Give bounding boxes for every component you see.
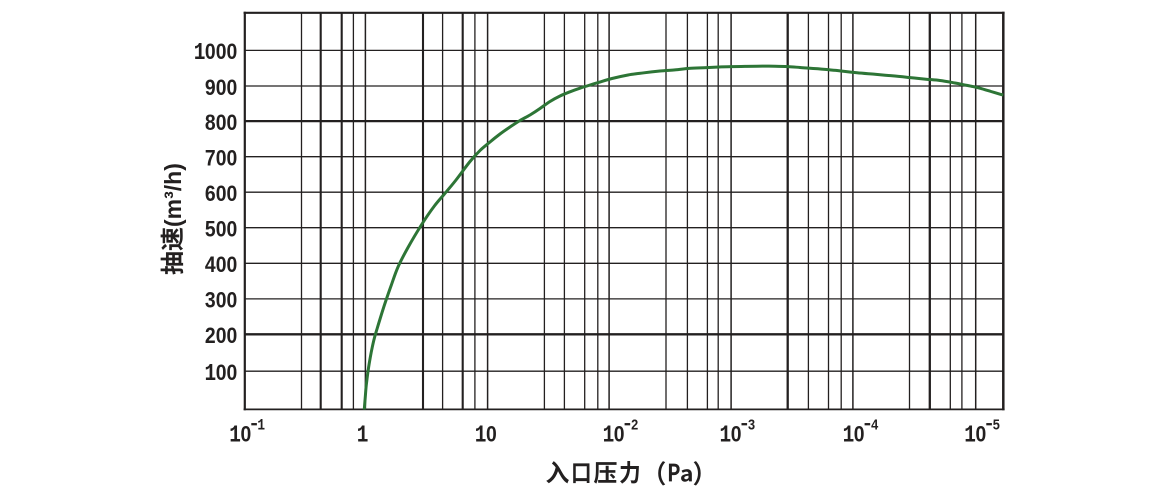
svg-text:0: 0 [216, 253, 227, 277]
svg-text:0: 0 [216, 76, 227, 100]
svg-text:0: 0 [227, 361, 238, 385]
svg-text:0: 0 [227, 324, 238, 348]
svg-text:0: 0 [227, 217, 238, 241]
svg-text:0: 0 [216, 40, 227, 64]
svg-text:0: 0 [216, 324, 227, 348]
svg-text:0: 0 [205, 40, 216, 64]
svg-text:1: 1 [843, 422, 855, 450]
svg-text:3: 3 [748, 417, 755, 433]
svg-text:5: 5 [205, 217, 216, 241]
svg-text:2: 2 [205, 324, 216, 348]
svg-text:0: 0 [614, 422, 625, 446]
svg-text:1: 1 [205, 360, 217, 388]
svg-text:0: 0 [227, 289, 238, 313]
svg-text:0: 0 [227, 253, 238, 277]
svg-text:0: 0 [227, 76, 238, 100]
svg-text:3: 3 [205, 289, 216, 313]
svg-text:1: 1 [229, 422, 241, 450]
svg-text:8: 8 [205, 111, 216, 135]
svg-text:6: 6 [205, 182, 216, 206]
svg-text:1: 1 [257, 417, 265, 435]
svg-text:1: 1 [603, 422, 615, 450]
svg-text:4: 4 [205, 253, 216, 277]
svg-text:0: 0 [227, 146, 238, 170]
svg-text:1: 1 [194, 39, 206, 67]
svg-text:0: 0 [216, 361, 227, 385]
svg-text:1: 1 [357, 422, 369, 450]
svg-text:2: 2 [631, 417, 638, 433]
svg-text:0: 0 [216, 289, 227, 313]
svg-text:0: 0 [227, 182, 238, 206]
svg-text:1: 1 [475, 422, 487, 450]
svg-text:0: 0 [241, 422, 252, 446]
svg-text:(m³/h): (m³/h) [160, 163, 186, 227]
svg-text:0: 0 [731, 422, 742, 446]
svg-text:7: 7 [205, 146, 216, 170]
svg-text:0: 0 [854, 422, 865, 446]
svg-text:0: 0 [216, 182, 227, 206]
svg-text:1: 1 [964, 422, 976, 450]
svg-text:5: 5 [993, 417, 1000, 433]
svg-text:0: 0 [486, 422, 497, 446]
svg-text:0: 0 [216, 146, 227, 170]
svg-text:9: 9 [205, 76, 216, 100]
svg-text:0: 0 [976, 422, 987, 446]
svg-text:0: 0 [216, 217, 227, 241]
svg-text:1: 1 [720, 422, 732, 450]
svg-text:4: 4 [871, 417, 878, 433]
svg-text:0: 0 [227, 40, 238, 64]
svg-text:0: 0 [227, 111, 238, 135]
svg-text:0: 0 [216, 111, 227, 135]
